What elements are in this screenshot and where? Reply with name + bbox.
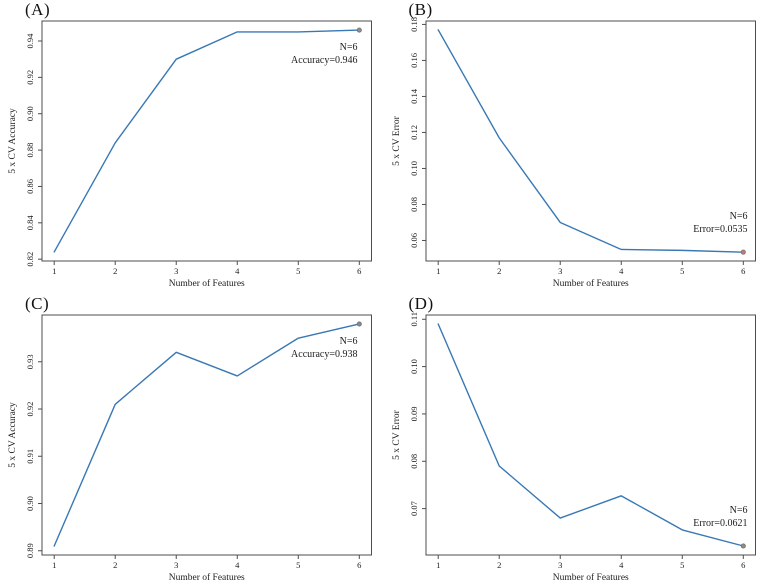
x-axis-tick-label: 2 bbox=[113, 266, 117, 276]
x-axis-tick-label: 5 bbox=[296, 266, 300, 276]
y-axis-tick-label: 0.84 bbox=[25, 215, 35, 231]
plot-frame bbox=[425, 314, 756, 556]
x-axis-tick-label: 3 bbox=[174, 560, 178, 570]
panel-label-B: (B) bbox=[408, 0, 433, 19]
x-axis-tick-label: 6 bbox=[741, 266, 745, 276]
y-axis-tick-label: 0.10 bbox=[409, 359, 419, 374]
line-chart-C: 0.89 0.90 0.91 0.92 0.93 1 2 3 4 5 6 Number of Feat… bbox=[8, 314, 372, 583]
panel-C: (C) 0.89 0.90 0.91 0.92 0.93 1 2 3 4 5 6 Number of … bbox=[0, 294, 384, 588]
x-axis-tick-label: 6 bbox=[357, 266, 361, 276]
y-axis-tick-label: 0.92 bbox=[25, 402, 35, 417]
panel-label-D: (D) bbox=[408, 294, 434, 313]
y-axis-tick-label: 0.91 bbox=[25, 449, 35, 464]
line-chart-B: 0.06 0.08 0.10 0.12 0.14 0.16 0.18 1 2 3 4 5 6 Number… bbox=[392, 17, 756, 289]
x-axis-label: Number of Features bbox=[552, 278, 628, 289]
x-axis-tick-label: 4 bbox=[619, 266, 624, 276]
x-axis-tick-label: 3 bbox=[558, 266, 562, 276]
x-axis-tick-label: 1 bbox=[52, 560, 56, 570]
x-axis-tick-label: 2 bbox=[497, 560, 501, 570]
y-axis-tick-label: 0.90 bbox=[25, 106, 35, 121]
x-axis-tick-label: 5 bbox=[680, 560, 684, 570]
y-axis-tick-label: 0.07 bbox=[409, 501, 419, 516]
annotation-text: N=6 bbox=[729, 505, 747, 516]
y-axis-tick-label: 0.86 bbox=[25, 179, 35, 194]
panel-A: (A) 0.82 0.84 0.86 0.88 0.90 0.92 0.94 1 2 3 4 5 6 Nu… bbox=[0, 0, 384, 294]
x-axis-tick-label: 4 bbox=[235, 266, 240, 276]
x-axis-label: Number of Features bbox=[169, 572, 245, 583]
x-axis-tick-label: 2 bbox=[113, 560, 117, 570]
x-axis-tick-label: 4 bbox=[619, 560, 624, 570]
annotation-text: Error=0.0535 bbox=[693, 224, 747, 235]
series-line bbox=[437, 323, 744, 547]
series-line bbox=[53, 29, 360, 253]
annotation-text: Error=0.0621 bbox=[693, 518, 747, 529]
annotation-text: N=6 bbox=[340, 336, 358, 347]
y-axis-tick-label: 0.06 bbox=[409, 233, 419, 248]
end-point-marker bbox=[740, 543, 746, 549]
y-axis-tick-label: 0.90 bbox=[25, 496, 35, 511]
line-chart-A: 0.82 0.84 0.86 0.88 0.90 0.92 0.94 1 2 3 4 5 6 Number… bbox=[8, 20, 372, 289]
panel-B: (B) 0.06 0.08 0.10 0.12 0.14 0.16 0.18 1 2 3 4 5 6 Nu… bbox=[384, 0, 767, 294]
y-axis-tick-label: 0.09 bbox=[409, 406, 419, 421]
x-axis-tick-label: 5 bbox=[296, 560, 300, 570]
y-axis-tick-label: 0.11 bbox=[409, 312, 419, 327]
panel-label-C: (C) bbox=[25, 294, 50, 313]
x-axis-label: Number of Features bbox=[169, 278, 245, 289]
series-line bbox=[53, 323, 360, 547]
y-axis-tick-label: 0.14 bbox=[409, 88, 419, 104]
x-axis-tick-label: 1 bbox=[52, 266, 56, 276]
annotation-text: N=6 bbox=[340, 42, 358, 53]
x-axis-tick-label: 1 bbox=[436, 266, 440, 276]
y-axis-tick-label: 0.08 bbox=[409, 197, 419, 212]
y-axis-label: 5 x CV Error bbox=[392, 409, 402, 460]
y-axis-tick-label: 0.10 bbox=[409, 161, 419, 176]
plot-frame bbox=[41, 314, 372, 556]
y-axis-tick-label: 0.93 bbox=[25, 354, 35, 369]
y-axis-label: 5 x CV Accuracy bbox=[8, 108, 18, 174]
y-axis-tick-label: 0.12 bbox=[409, 125, 419, 140]
plot-frame bbox=[425, 20, 756, 262]
series-line bbox=[437, 29, 744, 253]
y-axis-tick-label: 0.16 bbox=[409, 53, 419, 68]
x-axis-tick-label: 3 bbox=[558, 560, 562, 570]
x-axis-tick-label: 5 bbox=[680, 266, 684, 276]
y-axis-tick-label: 0.88 bbox=[25, 143, 35, 158]
end-point-marker bbox=[356, 27, 362, 33]
annotation-text: Accuracy=0.946 bbox=[291, 55, 357, 66]
annotation-text: N=6 bbox=[729, 211, 747, 222]
y-axis-tick-label: 0.18 bbox=[409, 17, 419, 32]
end-point-marker bbox=[740, 249, 746, 255]
panel-D: (D) 0.07 0.08 0.09 0.10 0.11 1 2 3 4 5 6 Number of … bbox=[384, 294, 767, 588]
annotation-text: Accuracy=0.938 bbox=[291, 349, 357, 360]
y-axis-label: 5 x CV Accuracy bbox=[8, 402, 18, 468]
y-axis-label: 5 x CV Error bbox=[392, 115, 402, 166]
y-axis-tick-label: 0.94 bbox=[25, 33, 35, 49]
x-axis-tick-label: 1 bbox=[436, 560, 440, 570]
y-axis-tick-label: 0.08 bbox=[409, 454, 419, 469]
y-axis-tick-label: 0.92 bbox=[25, 70, 35, 85]
line-chart-D: 0.07 0.08 0.09 0.10 0.11 1 2 3 4 5 6 Number of Feat… bbox=[392, 312, 756, 583]
y-axis-tick-label: 0.82 bbox=[25, 252, 35, 267]
end-point-marker bbox=[356, 321, 362, 327]
plot-frame bbox=[41, 20, 372, 262]
x-axis-label: Number of Features bbox=[552, 572, 628, 583]
x-axis-tick-label: 3 bbox=[174, 266, 178, 276]
panel-label-A: (A) bbox=[25, 0, 51, 19]
x-axis-tick-label: 6 bbox=[741, 560, 745, 570]
x-axis-tick-label: 2 bbox=[497, 266, 501, 276]
x-axis-tick-label: 4 bbox=[235, 560, 240, 570]
y-axis-tick-label: 0.89 bbox=[25, 543, 35, 558]
x-axis-tick-label: 6 bbox=[357, 560, 361, 570]
